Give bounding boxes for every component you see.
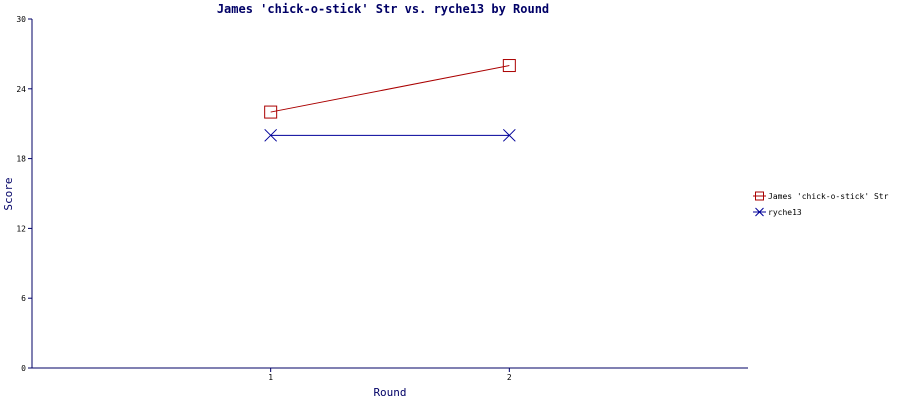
y-tick-label: 0 <box>21 364 26 373</box>
series-1 <box>264 59 516 119</box>
y-tick-label: 30 <box>16 15 26 24</box>
legend-marker <box>755 207 764 217</box>
axes <box>31 19 748 369</box>
x-marker-stroke <box>502 128 516 142</box>
x-marker-stroke <box>755 207 764 217</box>
x-axis-label: Round <box>373 386 406 399</box>
data-point <box>264 128 278 142</box>
series-line <box>270 65 510 113</box>
legend: James 'chick-o-stick' Str ryche13 <box>753 191 889 217</box>
plot-area <box>264 59 516 142</box>
y-axis-ticks: 0 6 12 18 24 30 <box>16 15 32 373</box>
x-tick-label: 2 <box>507 373 512 382</box>
y-tick-label: 6 <box>21 294 26 303</box>
y-tick-label: 24 <box>16 85 26 94</box>
legend-label: ryche13 <box>768 208 802 217</box>
legend-item: ryche13 <box>753 207 802 217</box>
legend-label: James 'chick-o-stick' Str <box>768 192 889 201</box>
data-point <box>502 59 516 73</box>
chart-title: James 'chick-o-stick' Str vs. ryche13 by… <box>217 2 549 16</box>
data-point <box>264 105 278 119</box>
legend-item: James 'chick-o-stick' Str <box>753 191 889 201</box>
legend-marker <box>755 191 764 201</box>
series-2 <box>264 128 516 142</box>
y-tick-label: 18 <box>16 155 26 164</box>
x-tick-label: 1 <box>268 373 273 382</box>
x-marker-stroke <box>264 128 278 142</box>
data-point <box>502 128 516 142</box>
y-axis-label: Score <box>2 177 15 210</box>
y-tick-label: 12 <box>16 224 26 233</box>
